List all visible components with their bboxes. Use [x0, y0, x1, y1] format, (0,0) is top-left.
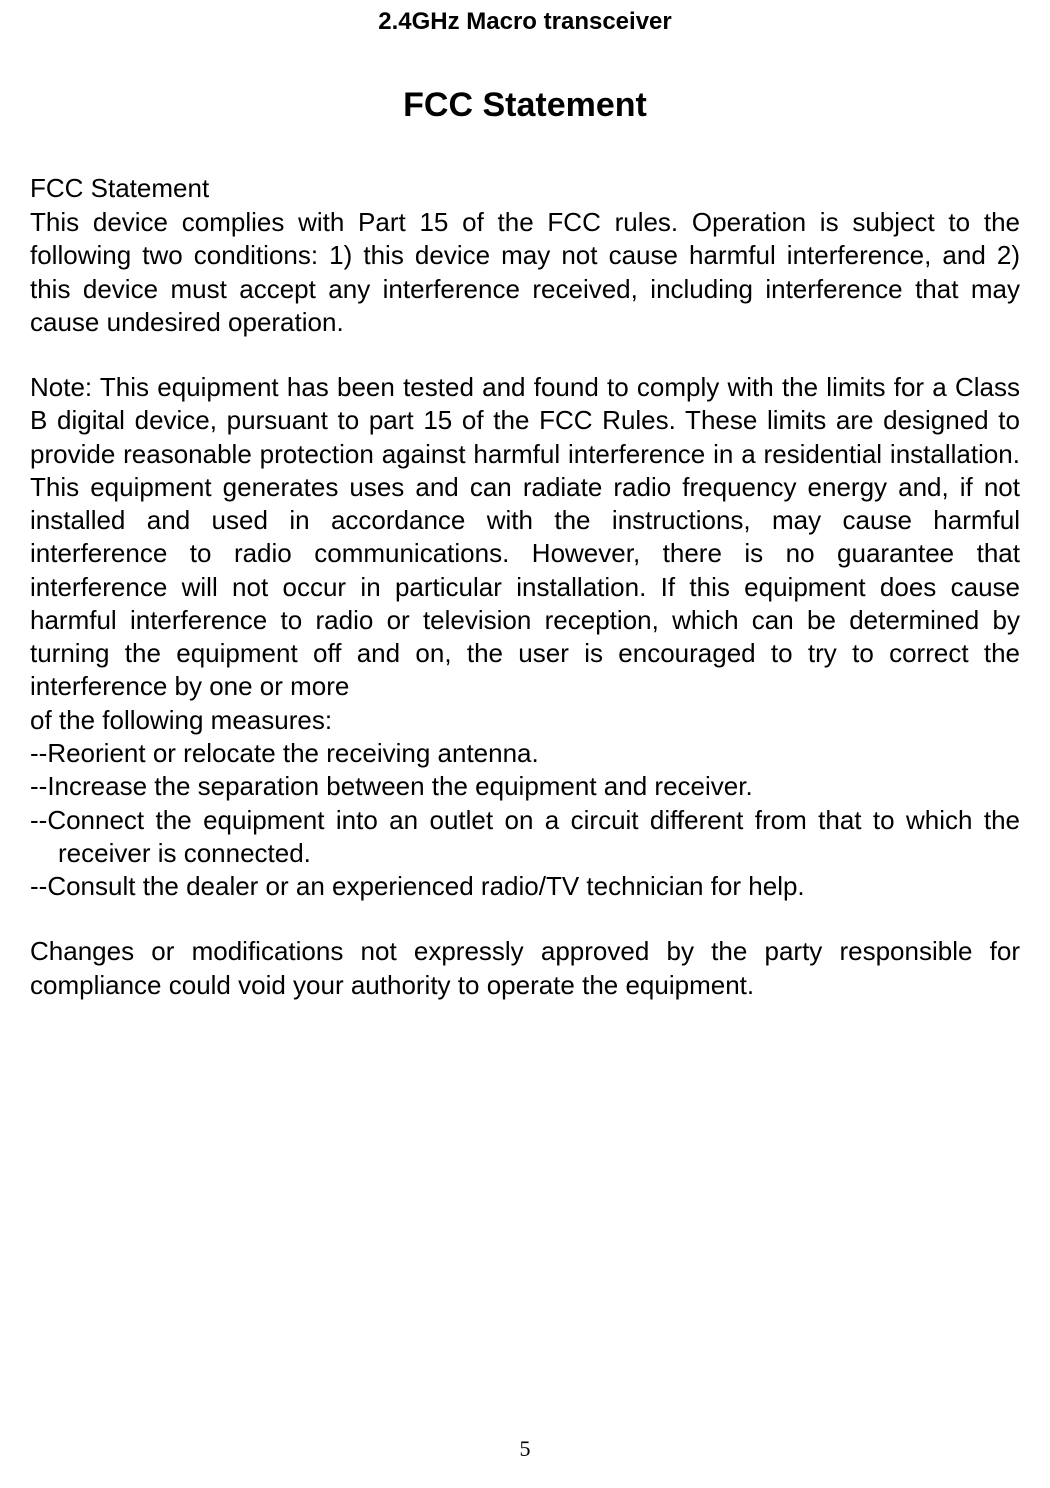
page-title: FCC Statement: [30, 86, 1020, 125]
measures-intro: of the following measures:: [30, 704, 1020, 737]
measure-item: --Increase the separation between the eq…: [30, 770, 1020, 803]
document-header: 2.4GHz Macro transceiver: [30, 8, 1020, 36]
measure-item: --Reorient or relocate the receiving ant…: [30, 737, 1020, 770]
measures-block: of the following measures: --Reorient or…: [30, 704, 1020, 904]
page-number: 5: [0, 1436, 1050, 1462]
paragraph-changes: Changes or modifications not expressly a…: [30, 935, 1020, 1002]
measure-item: --Consult the dealer or an experienced r…: [30, 870, 1020, 903]
paragraph-note: Note: This equipment has been tested and…: [30, 371, 1020, 704]
measure-item: --Connect the equipment into an outlet o…: [30, 804, 1020, 871]
section-subtitle: FCC Statement: [30, 173, 1020, 204]
paragraph-compliance: This device complies with Part 15 of the…: [30, 206, 1020, 339]
